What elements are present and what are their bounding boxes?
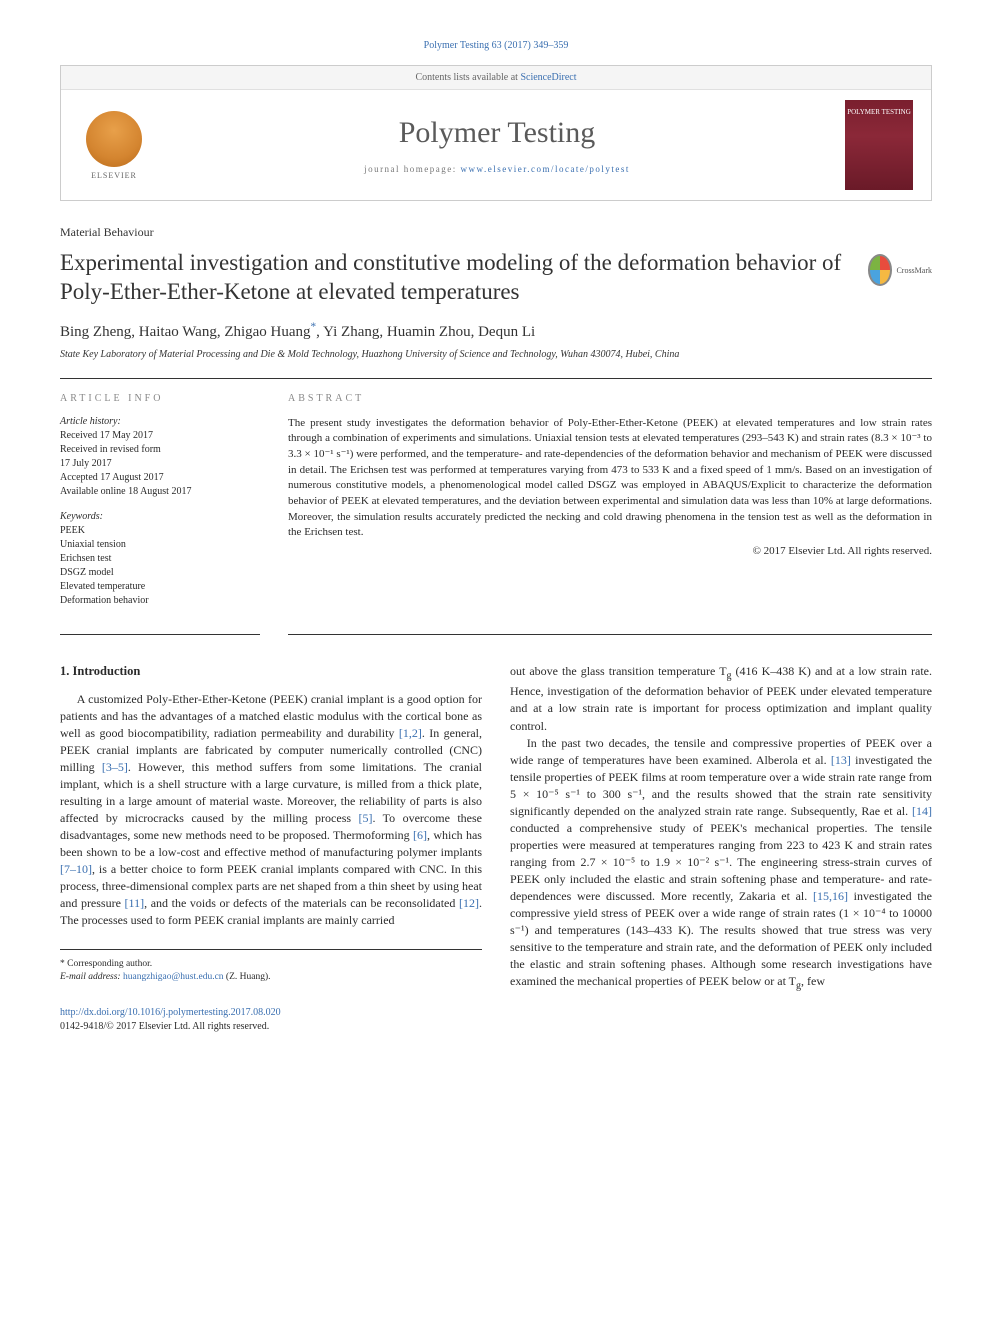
sciencedirect-link[interactable]: ScienceDirect <box>520 72 576 83</box>
right-column: out above the glass transition temperatu… <box>510 663 932 994</box>
abstract-text: The present study investigates the defor… <box>288 416 932 541</box>
crossmark-badge[interactable]: CrossMark <box>868 248 932 292</box>
history-label: Article history: <box>60 416 260 427</box>
journal-name: Polymer Testing <box>149 116 845 150</box>
keyword-item: Deformation behavior <box>60 594 260 608</box>
cover-label: POLYMER TESTING <box>847 108 911 116</box>
elsevier-logo: ELSEVIER <box>79 105 149 185</box>
keyword-item: PEEK <box>60 524 260 538</box>
ref-link[interactable]: [3–5] <box>102 760 128 774</box>
abstract-block: ABSTRACT The present study investigates … <box>288 393 932 635</box>
journal-header: Contents lists available at ScienceDirec… <box>60 65 932 201</box>
crossmark-text: CrossMark <box>896 266 932 275</box>
ref-link[interactable]: [12] <box>459 896 479 910</box>
ref-link[interactable]: [15,16] <box>813 889 848 903</box>
left-column: 1. Introduction A customized Poly-Ether-… <box>60 663 482 994</box>
email-suffix: (Z. Huang). <box>224 972 271 982</box>
ref-link[interactable]: [6] <box>413 828 427 842</box>
homepage-link[interactable]: www.elsevier.com/locate/polytest <box>461 164 630 174</box>
doi-footer: http://dx.doi.org/10.1016/j.polymertesti… <box>60 1006 932 1034</box>
doi-link[interactable]: http://dx.doi.org/10.1016/j.polymertesti… <box>60 1007 281 1018</box>
corresponding-author-footer: * Corresponding author. E-mail address: … <box>60 949 482 985</box>
issn-copyright: 0142-9418/© 2017 Elsevier Ltd. All right… <box>60 1020 932 1034</box>
abstract-copyright: © 2017 Elsevier Ltd. All rights reserved… <box>288 545 932 557</box>
homepage-prefix: journal homepage: <box>364 164 460 174</box>
ref-link[interactable]: [13] <box>831 753 851 767</box>
email-label: E-mail address: <box>60 972 123 982</box>
history-item: Received 17 May 2017 <box>60 429 260 443</box>
homepage-line: journal homepage: www.elsevier.com/locat… <box>149 164 845 174</box>
keyword-item: Erichsen test <box>60 552 260 566</box>
corr-label: * Corresponding author. <box>60 958 482 971</box>
contents-line: Contents lists available at ScienceDirec… <box>61 66 931 90</box>
history-item: 17 July 2017 <box>60 457 260 471</box>
keyword-item: Elevated temperature <box>60 580 260 594</box>
crossmark-icon <box>868 254 892 286</box>
keyword-item: Uniaxial tension <box>60 538 260 552</box>
intro-para-1-cont: out above the glass transition temperatu… <box>510 663 932 735</box>
article-info: ARTICLE INFO Article history: Received 1… <box>60 393 260 635</box>
article-type: Material Behaviour <box>60 225 932 240</box>
ref-link[interactable]: [1,2] <box>399 726 422 740</box>
affiliation: State Key Laboratory of Material Process… <box>60 349 932 360</box>
keyword-item: DSGZ model <box>60 566 260 580</box>
body-columns: 1. Introduction A customized Poly-Ether-… <box>60 663 932 994</box>
abstract-heading: ABSTRACT <box>288 393 932 404</box>
authors-line: Bing Zheng, Haitao Wang, Zhigao Huang*, … <box>60 321 932 341</box>
info-heading: ARTICLE INFO <box>60 393 260 404</box>
ref-link[interactable]: [11] <box>125 896 145 910</box>
page-root: Polymer Testing 63 (2017) 349–359 Conten… <box>0 0 992 1074</box>
intro-para-2: In the past two decades, the tensile and… <box>510 735 932 994</box>
elsevier-text: ELSEVIER <box>91 171 137 180</box>
article-title: Experimental investigation and constitut… <box>60 248 848 307</box>
intro-para-1: A customized Poly-Ether-Ether-Ketone (PE… <box>60 691 482 929</box>
ref-link[interactable]: [5] <box>358 811 372 825</box>
contents-prefix: Contents lists available at <box>415 72 520 83</box>
ref-link[interactable]: [14] <box>912 804 932 818</box>
history-item: Available online 18 August 2017 <box>60 485 260 499</box>
email-link[interactable]: huangzhigao@hust.edu.cn <box>123 972 224 982</box>
section-1-heading: 1. Introduction <box>60 663 482 681</box>
elsevier-tree-icon <box>86 111 142 167</box>
history-item: Received in revised form <box>60 443 260 457</box>
journal-cover-thumb: POLYMER TESTING <box>845 100 913 190</box>
ref-link[interactable]: [7–10] <box>60 862 92 876</box>
history-item: Accepted 17 August 2017 <box>60 471 260 485</box>
keywords-label: Keywords: <box>60 511 260 522</box>
citation-line: Polymer Testing 63 (2017) 349–359 <box>60 40 932 51</box>
